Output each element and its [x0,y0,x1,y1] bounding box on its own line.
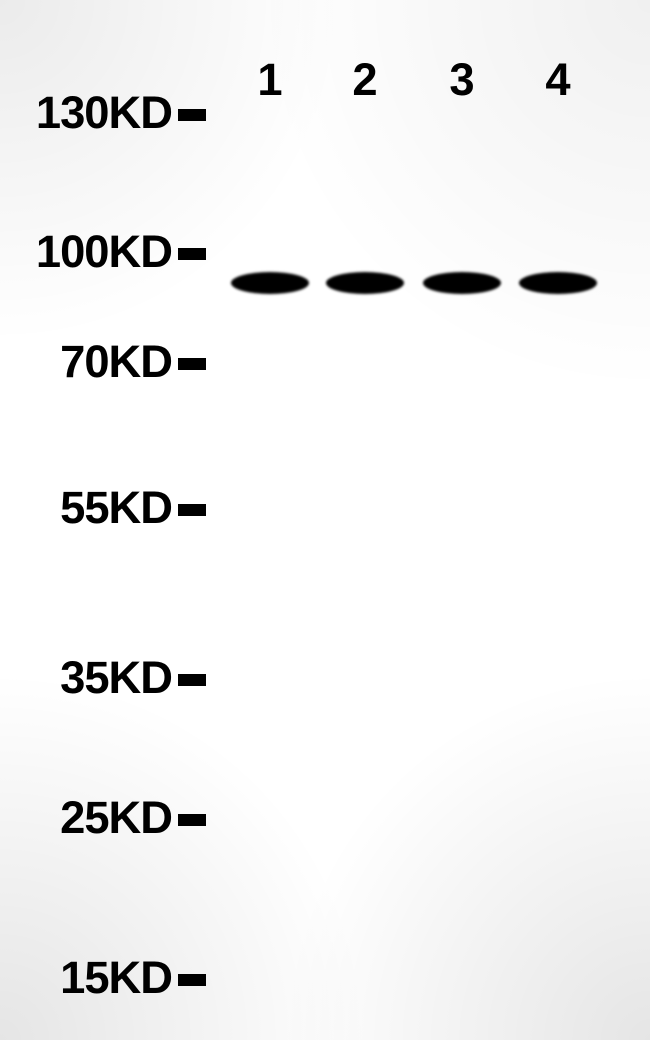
mw-marker-tick [178,814,206,826]
protein-band [513,266,603,300]
mw-marker-tick [178,248,206,260]
mw-marker-tick [178,974,206,986]
mw-marker-tick [178,358,206,370]
mw-marker-tick [178,504,206,516]
mw-marker-tick [178,109,206,121]
mw-marker-label: 25KD [60,792,172,844]
lane-label: 2 [352,54,377,106]
mw-marker-label: 35KD [60,652,172,704]
protein-band [417,266,507,300]
lane-label: 3 [449,54,474,106]
mw-marker-label: 100KD [36,226,172,278]
lane-label: 4 [545,54,570,106]
mw-marker-label: 15KD [60,952,172,1004]
blot-canvas: 130KD 100KD 70KD 55KD 35KD 25KD 15KD 1 2 3 4 [0,0,650,1040]
protein-band [320,266,410,300]
lane-label: 1 [257,54,282,106]
mw-marker-label: 130KD [36,87,172,139]
mw-marker-label: 70KD [60,336,172,388]
protein-band [225,266,315,300]
mw-marker-tick [178,674,206,686]
mw-marker-label: 55KD [60,482,172,534]
